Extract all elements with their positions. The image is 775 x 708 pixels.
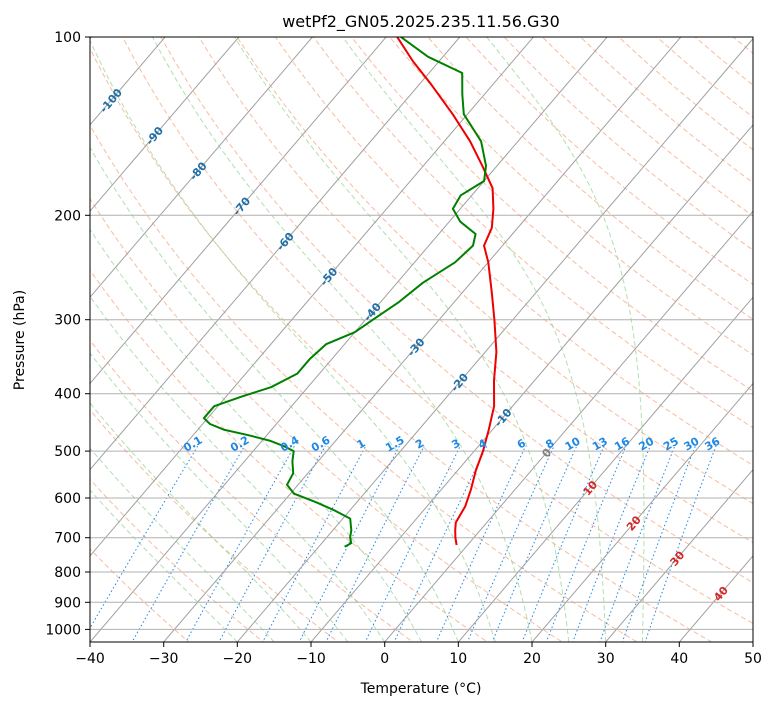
y-tick-label: 700 <box>54 531 81 547</box>
isotherm-line <box>90 37 387 385</box>
dry-adiabat <box>427 37 753 320</box>
mixing-ratio-line <box>325 445 425 642</box>
x-axis-label: Temperature (°C) <box>360 681 482 697</box>
x-tick-label: 20 <box>523 651 541 667</box>
x-tick-label: 10 <box>449 651 467 667</box>
y-tick-label: 100 <box>54 30 81 46</box>
moist-adiabat <box>152 37 533 642</box>
isotherm-line <box>384 210 753 642</box>
dewpoint-profile-line <box>202 37 487 548</box>
sounding-profiles <box>202 37 498 548</box>
y-tick-label: 1000 <box>45 622 81 638</box>
mixing-ratio-line <box>521 445 605 642</box>
moist-adiabats <box>90 37 645 642</box>
x-tick-label: 40 <box>670 651 688 667</box>
dry-adiabat <box>389 37 753 356</box>
isotherm-line <box>90 37 166 126</box>
dry-adiabat <box>90 124 638 642</box>
mixing-ratio-line <box>491 445 578 642</box>
isotherm-line <box>457 296 753 642</box>
dry-adiabat <box>90 548 190 642</box>
moist-adiabat <box>90 295 386 642</box>
mixing-ratio-line <box>393 445 488 642</box>
moist-adiabat <box>90 489 238 642</box>
isotherm-line <box>163 37 682 642</box>
y-tick-label: 800 <box>54 565 81 581</box>
isotherm-line <box>90 37 240 212</box>
temperature-profile-line <box>396 37 498 546</box>
mixing-ratio-line <box>364 445 461 642</box>
y-tick-label: 600 <box>54 491 81 507</box>
dry-adiabat <box>274 37 753 466</box>
moist-adiabat <box>90 39 496 642</box>
dry-adiabat <box>90 197 564 642</box>
x-tick-label: −40 <box>75 651 105 667</box>
mixing-ratio-line <box>621 445 696 642</box>
y-tick-label: 400 <box>54 387 81 403</box>
y-axis-label: Pressure (hPa) <box>12 290 28 390</box>
x-tick-label: 30 <box>597 651 615 667</box>
mixing-ratio-line <box>599 445 676 642</box>
isotherm-line <box>236 37 753 642</box>
mixing-ratio-line <box>644 445 717 642</box>
chart-title: wetPf2_GN05.2025.235.11.56.G30 <box>282 12 560 32</box>
x-tick-label: −20 <box>223 651 253 667</box>
y-tick-label: 300 <box>54 313 81 329</box>
moist-adiabat <box>90 447 275 642</box>
x-tick-label: 50 <box>744 651 762 667</box>
dry-adiabat <box>313 37 753 429</box>
y-tick-label: 900 <box>54 595 81 611</box>
x-tick-label: −10 <box>296 651 326 667</box>
mixing-ratio-line <box>90 445 199 629</box>
y-tick-label: 200 <box>54 208 81 224</box>
moist-adiabat <box>486 37 645 642</box>
x-tick-label: −30 <box>149 651 179 667</box>
x-tick-label: 0 <box>380 651 389 667</box>
isotherm-line <box>90 37 314 299</box>
x-axis-ticks: −40 −30 −20 −10 0 10 20 30 40 50 <box>75 642 762 667</box>
isotherm-line <box>310 124 753 642</box>
isotherm-line <box>605 468 753 642</box>
pressure-gridlines <box>90 37 753 630</box>
isotherm-line <box>90 37 461 471</box>
plot-frame <box>89 36 754 643</box>
isotherm-line <box>531 382 753 642</box>
moist-adiabat <box>342 37 607 642</box>
y-tick-label: 500 <box>54 444 81 460</box>
moist-adiabat <box>90 146 459 642</box>
dry-adiabat <box>160 37 753 584</box>
y-axis-ticks: 100 200 300 400 500 600 700 800 900 1000 <box>45 30 90 638</box>
moist-adiabat <box>90 352 349 642</box>
mixing-ratio-line <box>572 445 651 642</box>
moist-adiabat <box>90 228 422 642</box>
